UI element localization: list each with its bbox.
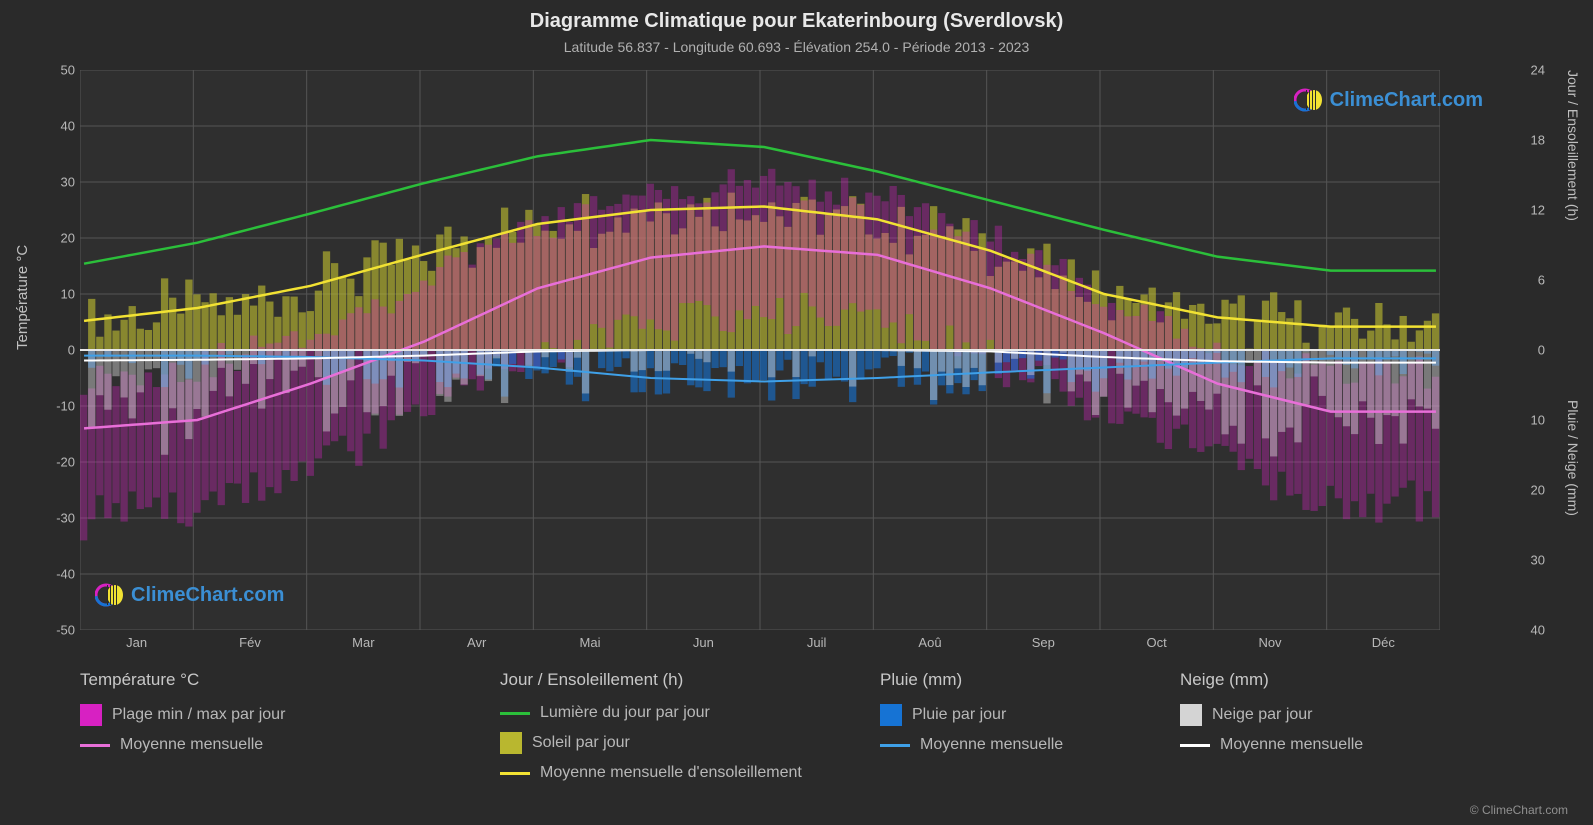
legend-col-daylight: Jour / Ensoleillement (h) Lumière du jou… [500,670,880,782]
legend-label: Pluie par jour [912,706,1006,724]
copyright: © ClimeChart.com [1470,803,1568,817]
legend-col-snow: Neige (mm) Neige par jour Moyenne mensue… [1180,670,1480,782]
legend-item: Soleil par jour [500,732,880,754]
swatch-icon [500,712,530,715]
legend-item: Moyenne mensuelle [80,736,500,754]
legend-heading: Jour / Ensoleillement (h) [500,670,880,690]
swatch-icon [880,704,902,726]
legend-heading: Température °C [80,670,500,690]
swatch-icon [1180,704,1202,726]
swatch-icon [80,744,110,747]
legend-label: Soleil par jour [532,734,630,752]
legend-label: Neige par jour [1212,706,1313,724]
legend-label: Moyenne mensuelle [1220,736,1363,754]
legend-heading: Neige (mm) [1180,670,1480,690]
swatch-icon [80,704,102,726]
swatch-icon [500,772,530,775]
legend-item: Moyenne mensuelle [880,736,1180,754]
legend: Température °C Plage min / max par jour … [80,670,1520,782]
legend-label: Moyenne mensuelle d'ensoleillement [540,764,802,782]
legend-label: Lumière du jour par jour [540,704,710,722]
legend-label: Plage min / max par jour [112,706,285,724]
brand-text: ClimeChart.com [131,584,284,607]
swatch-icon [500,732,522,754]
logo-icon [1294,85,1324,115]
legend-col-temperature: Température °C Plage min / max par jour … [80,670,500,782]
swatch-icon [880,744,910,747]
plot-area [80,70,1440,630]
legend-item: Moyenne mensuelle [1180,736,1480,754]
climate-chart: Diagramme Climatique pour Ekaterinbourg … [0,0,1593,825]
chart-title: Diagramme Climatique pour Ekaterinbourg … [0,0,1593,33]
legend-label: Moyenne mensuelle [920,736,1063,754]
y-axis-right-top-title: Jour / Ensoleillement (h) [1565,70,1581,221]
legend-item: Lumière du jour par jour [500,704,880,722]
legend-item: Moyenne mensuelle d'ensoleillement [500,764,880,782]
logo-icon [95,580,125,610]
legend-item: Neige par jour [1180,704,1480,726]
brand-logo-top: ClimeChart.com [1294,85,1483,115]
y-axis-right-bottom-title: Pluie / Neige (mm) [1565,400,1581,516]
y-axis-left-title: Température °C [14,245,31,350]
chart-subtitle: Latitude 56.837 - Longitude 60.693 - Élé… [0,33,1593,55]
legend-item: Plage min / max par jour [80,704,500,726]
legend-col-rain: Pluie (mm) Pluie par jour Moyenne mensue… [880,670,1180,782]
legend-heading: Pluie (mm) [880,670,1180,690]
brand-text: ClimeChart.com [1330,89,1483,112]
legend-label: Moyenne mensuelle [120,736,263,754]
plot-svg [80,70,1440,630]
brand-logo-bottom: ClimeChart.com [95,580,284,610]
swatch-icon [1180,744,1210,747]
legend-item: Pluie par jour [880,704,1180,726]
